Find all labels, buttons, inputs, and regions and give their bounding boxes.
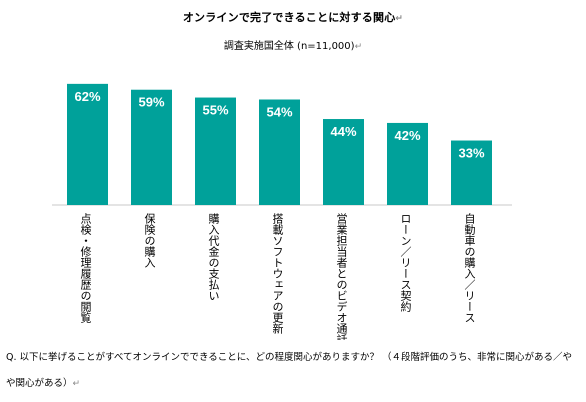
bar-chart: 62% 点検・修理履歴の閲覧 59% 保険の購入 55% 購入代金の支払い 54% 搭載ソフト…	[52, 83, 512, 340]
bar	[451, 140, 492, 205]
category-tick-label: ローン／リース契約	[399, 213, 412, 313]
category-tick-label: 自動車の購入／リース	[463, 213, 476, 323]
chart-title: オンラインで完了できることに対する関心↵	[182, 11, 404, 24]
category-tick-label: 保険の購入	[143, 212, 156, 268]
category-tick-label: 購入代金の支払い	[207, 212, 220, 301]
category-tick-label: 搭載ソフトウェアの更新	[271, 213, 284, 334]
return-mark-icon: ↵	[72, 379, 81, 389]
bar-value-label: 62%	[74, 89, 100, 104]
bar	[387, 122, 428, 205]
bar	[131, 89, 172, 205]
bar	[67, 83, 108, 205]
bar-value-label: 33%	[458, 146, 484, 161]
bar-value-label: 55%	[202, 103, 228, 118]
bar	[323, 119, 364, 205]
bar-value-label: 42%	[394, 128, 420, 143]
bar-value-label: 54%	[266, 104, 292, 119]
category-tick-label: 営業担当者とのビデオ通話	[335, 212, 348, 340]
return-mark-icon: ↵	[354, 42, 363, 52]
bar-value-label: 44%	[330, 124, 356, 139]
bar-value-label: 59%	[138, 95, 164, 110]
bar	[259, 99, 300, 205]
category-tick-label: 点検・修理履歴の閲覧	[79, 213, 92, 324]
return-mark-icon: ↵	[395, 14, 404, 24]
question-text: Q. 以下に挙げることがすべてオンラインでできることに、どの程度関心がありますか…	[6, 352, 573, 389]
bar	[195, 97, 236, 205]
chart-subtitle: 調査実施国全体 (n=11,000)↵	[223, 41, 363, 52]
